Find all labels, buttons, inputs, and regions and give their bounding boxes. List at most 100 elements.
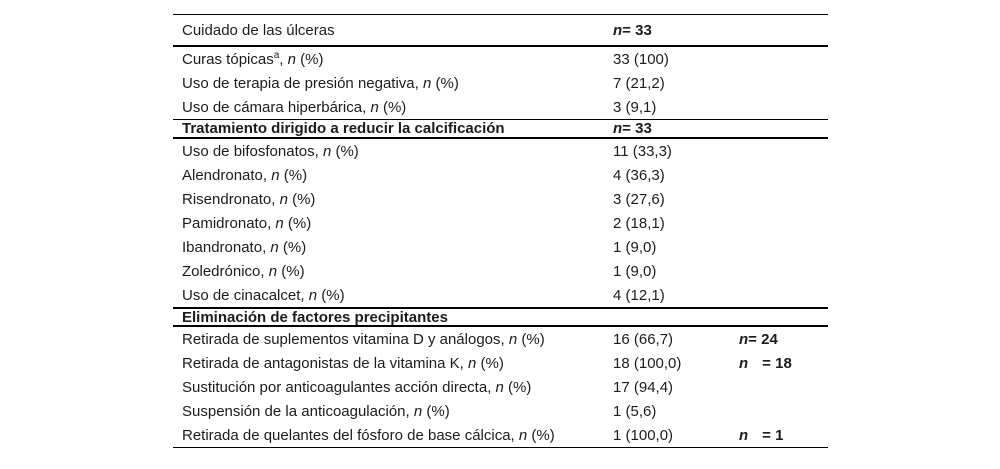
row-value: 1 (100,0) — [613, 426, 674, 444]
row-label: Retirada de quelantes del fósforo de bas… — [173, 428, 613, 443]
row-value: 4 (12,1) — [613, 286, 665, 304]
row-label: Zoledrónico, n (%) — [173, 264, 613, 279]
table-row: Retirada de suplementos vitamina D y aná… — [173, 327, 828, 351]
row-value: 1 (9,0) — [613, 238, 657, 256]
section-row-cuidado: Cuidado de las úlceras n= 33 — [173, 15, 828, 47]
row-label: Sustitución por anticoagulantes acción d… — [173, 380, 613, 395]
suffix-percent: (%) — [422, 402, 450, 420]
n-symbol: n — [739, 354, 749, 372]
suffix-comma: , — [279, 50, 288, 68]
n-symbol: n — [268, 262, 278, 280]
table-row: Suspensión de la anticoagulación, n (%) … — [173, 399, 828, 423]
n-symbol: n — [270, 238, 279, 256]
row-label: Curas tópicasa, n (%) — [173, 49, 613, 68]
section-n-value: n= 33 — [613, 23, 739, 38]
suffix-percent: (%) — [277, 262, 305, 280]
suffix-comma: , — [262, 238, 271, 256]
row-label: Ibandronato, n (%) — [173, 240, 613, 255]
row-value: 4 (36,3) — [613, 166, 665, 184]
section-n-value: n= 33 — [613, 121, 739, 136]
suffix-percent: (%) — [283, 214, 312, 232]
suffix-comma: , — [500, 330, 509, 348]
suffix-comma: , — [510, 426, 519, 444]
row-label-text: Sustitución por anticoagulantes acción d… — [182, 378, 488, 396]
n-symbol: n — [275, 214, 284, 232]
row-label: Alendronato, n (%) — [173, 168, 613, 183]
n-symbol: n — [613, 21, 623, 39]
row-value: 17 (94,4) — [613, 378, 674, 396]
suffix-percent: (%) — [476, 354, 504, 372]
section-row-eliminacion: Eliminación de factores precipitantes — [173, 307, 828, 327]
n-equals-value: = 33 — [622, 120, 652, 137]
suffix-percent: (%) — [527, 426, 555, 444]
table-row: Uso de cinacalcet, n (%) 4 (12,1) — [173, 283, 828, 307]
n-symbol: n — [322, 142, 332, 160]
row-label-text: Uso de terapia de presión negativa — [182, 74, 415, 92]
row-label: Pamidronato, n (%) — [173, 216, 613, 231]
row-value: 2 (18,1) — [613, 214, 665, 232]
superscript-marker: a — [273, 49, 280, 61]
row-label: Uso de cámara hiperbárica, n (%) — [173, 100, 613, 115]
table-row: Alendronato, n (%) 4 (36,3) — [173, 163, 828, 187]
suffix-percent: (%) — [278, 238, 307, 256]
n-symbol: n — [279, 190, 288, 208]
row-label-text: Curas tópicas — [182, 50, 274, 68]
treatment-table: Cuidado de las úlceras n= 33 Curas tópic… — [173, 14, 828, 448]
subgroup-n-value: n= 24 — [739, 332, 828, 347]
suffix-comma: , — [260, 262, 269, 280]
n-symbol: n — [308, 286, 318, 304]
table-row: Retirada de antagonistas de la vitamina … — [173, 351, 828, 375]
row-label-text: Ibandronato — [182, 238, 263, 256]
suffix-comma: , — [271, 190, 280, 208]
suffix-percent: (%) — [517, 330, 545, 348]
table-row: Uso de bifosfonatos, n (%) 11 (33,3) — [173, 139, 828, 163]
row-label-text: Uso de bifosfonatos — [182, 142, 315, 160]
suffix-comma: , — [459, 354, 469, 372]
row-value: 18 (100,0) — [613, 354, 682, 372]
suffix-comma: , — [300, 286, 309, 304]
n-symbol: n — [495, 378, 504, 396]
n-symbol: n — [739, 426, 749, 444]
suffix-comma: , — [362, 98, 371, 116]
n-symbol: n — [518, 426, 528, 444]
suffix-percent: (%) — [378, 98, 407, 116]
section-row-tratamiento: Tratamiento dirigido a reducir la calcif… — [173, 119, 828, 139]
suffix-comma: , — [267, 214, 276, 232]
subgroup-n-value: n = 18 — [739, 356, 828, 371]
row-label-text: Zoledrónico — [182, 262, 261, 280]
n-symbol: n — [370, 98, 379, 116]
n-symbol: n — [508, 330, 518, 348]
row-label-text: Retirada de quelantes del fósforo de bas… — [182, 426, 511, 444]
suffix-comma: , — [487, 378, 496, 396]
row-label-text: Retirada de antagonistas de la vitamina … — [182, 354, 460, 372]
subgroup-n-value: n = 1 — [739, 428, 828, 443]
table-row: Retirada de quelantes del fósforo de bas… — [173, 423, 828, 447]
suffix-percent: (%) — [279, 166, 308, 184]
row-value: 3 (9,1) — [613, 98, 657, 116]
suffix-percent: (%) — [287, 190, 316, 208]
n-symbol: n — [613, 120, 623, 137]
row-value: 1 (5,6) — [613, 402, 657, 420]
row-label: Retirada de suplementos vitamina D y aná… — [173, 332, 613, 347]
row-label: Uso de bifosfonatos, n (%) — [173, 144, 613, 159]
table-row: Risendronato, n (%) 3 (27,6) — [173, 187, 828, 211]
n-symbol: n — [271, 166, 280, 184]
section-label: Tratamiento dirigido a reducir la calcif… — [182, 120, 505, 137]
suffix-comma: , — [405, 402, 414, 420]
row-value: 7 (21,2) — [613, 74, 665, 92]
n-symbol: n — [287, 50, 296, 68]
table-row: Ibandronato, n (%) 1 (9,0) — [173, 235, 828, 259]
row-label: Suspensión de la anticoagulación, n (%) — [173, 404, 613, 419]
row-value: 3 (27,6) — [613, 190, 665, 208]
n-equals-value: = 18 — [762, 354, 792, 372]
section-label: Cuidado de las úlceras — [182, 21, 335, 39]
suffix-percent: (%) — [331, 142, 359, 160]
n-equals-value: = 33 — [622, 21, 652, 39]
n-symbol: n — [739, 330, 749, 348]
suffix-comma: , — [414, 74, 423, 92]
row-label: Uso de cinacalcet, n (%) — [173, 288, 613, 303]
row-label: Retirada de antagonistas de la vitamina … — [173, 356, 613, 371]
row-label: Risendronato, n (%) — [173, 192, 613, 207]
n-symbol: n — [468, 354, 477, 372]
